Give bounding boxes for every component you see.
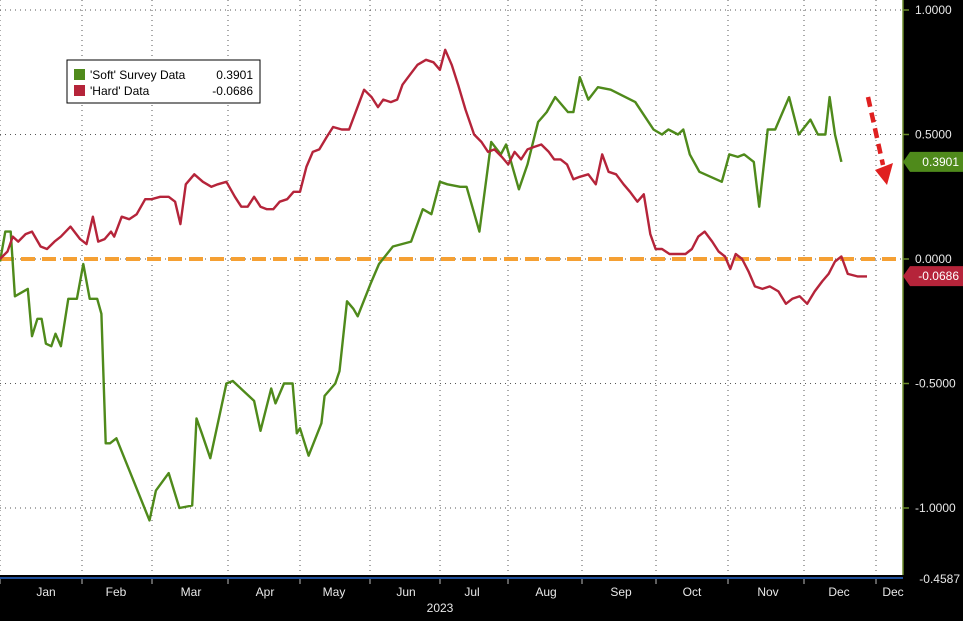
badge-soft-survey: 0.3901 xyxy=(903,151,963,172)
badge-shape xyxy=(903,266,963,287)
series-line-soft-survey xyxy=(0,76,843,522)
x-tick-label: Nov xyxy=(757,585,778,599)
x-tick-label: Jul xyxy=(464,585,479,599)
last-value-badges: 0.3901 -0.0686 xyxy=(903,151,963,287)
x-axis: Jan Feb Mar Apr May Jun Jul Aug Sep Oct Nov Dec Dec 2… xyxy=(0,572,963,616)
legend-label: 'Soft' Survey Data xyxy=(90,68,186,82)
y-tick-label: 1.0000 xyxy=(915,3,952,17)
x-tick-label: Dec xyxy=(882,585,903,599)
badge-shape xyxy=(903,151,963,172)
legend-item-soft-survey: 'Soft' Survey Data 0.3901 xyxy=(74,68,253,82)
x-tick-label: Jun xyxy=(396,585,415,599)
x-year-label: 2023 xyxy=(427,601,454,615)
x-tick-label: Oct xyxy=(683,585,702,599)
legend-swatch xyxy=(74,85,85,96)
legend-value: 0.3901 xyxy=(216,68,253,82)
legend-value: -0.0686 xyxy=(212,84,253,98)
annotation-arrow-shaft xyxy=(865,96,886,166)
legend: 'Soft' Survey Data 0.3901 'Hard' Data -0.06… xyxy=(66,59,261,104)
legend-box xyxy=(66,59,261,104)
x-tick-label: Dec xyxy=(828,585,849,599)
x-tick-label: Feb xyxy=(106,585,127,599)
x-tick-label: Mar xyxy=(181,585,202,599)
y-axis: 1.0000 0.5000 0.0000 -0.5000 -1.0000 xyxy=(902,0,956,575)
series-line-hard-data xyxy=(0,48,867,305)
y-tick-label: -1.0000 xyxy=(915,501,956,515)
y-tick-label: 0.5000 xyxy=(915,128,952,142)
badge-value: 0.3901 xyxy=(922,155,959,169)
x-tick-label: May xyxy=(323,585,346,599)
x-tick-label: Aug xyxy=(535,585,556,599)
x-tick-label: Sep xyxy=(610,585,632,599)
x-axis-band xyxy=(0,575,963,616)
y-tick-label: 0.0000 xyxy=(915,252,952,266)
legend-swatch xyxy=(74,69,85,80)
x-tick-label: Jan xyxy=(36,585,55,599)
badge-value: -0.0686 xyxy=(918,269,959,283)
legend-item-hard-data: 'Hard' Data -0.0686 xyxy=(74,84,253,98)
x-tick-label: Apr xyxy=(256,585,275,599)
annotation-arrow-head xyxy=(875,163,893,185)
series-layer xyxy=(0,48,867,522)
annotation-layer xyxy=(865,96,893,185)
bottom-cut-label: -0.4587 xyxy=(919,572,960,586)
legend-label: 'Hard' Data xyxy=(90,84,150,98)
badge-hard-data: -0.0686 xyxy=(903,266,963,287)
y-tick-label: -0.5000 xyxy=(915,377,956,391)
